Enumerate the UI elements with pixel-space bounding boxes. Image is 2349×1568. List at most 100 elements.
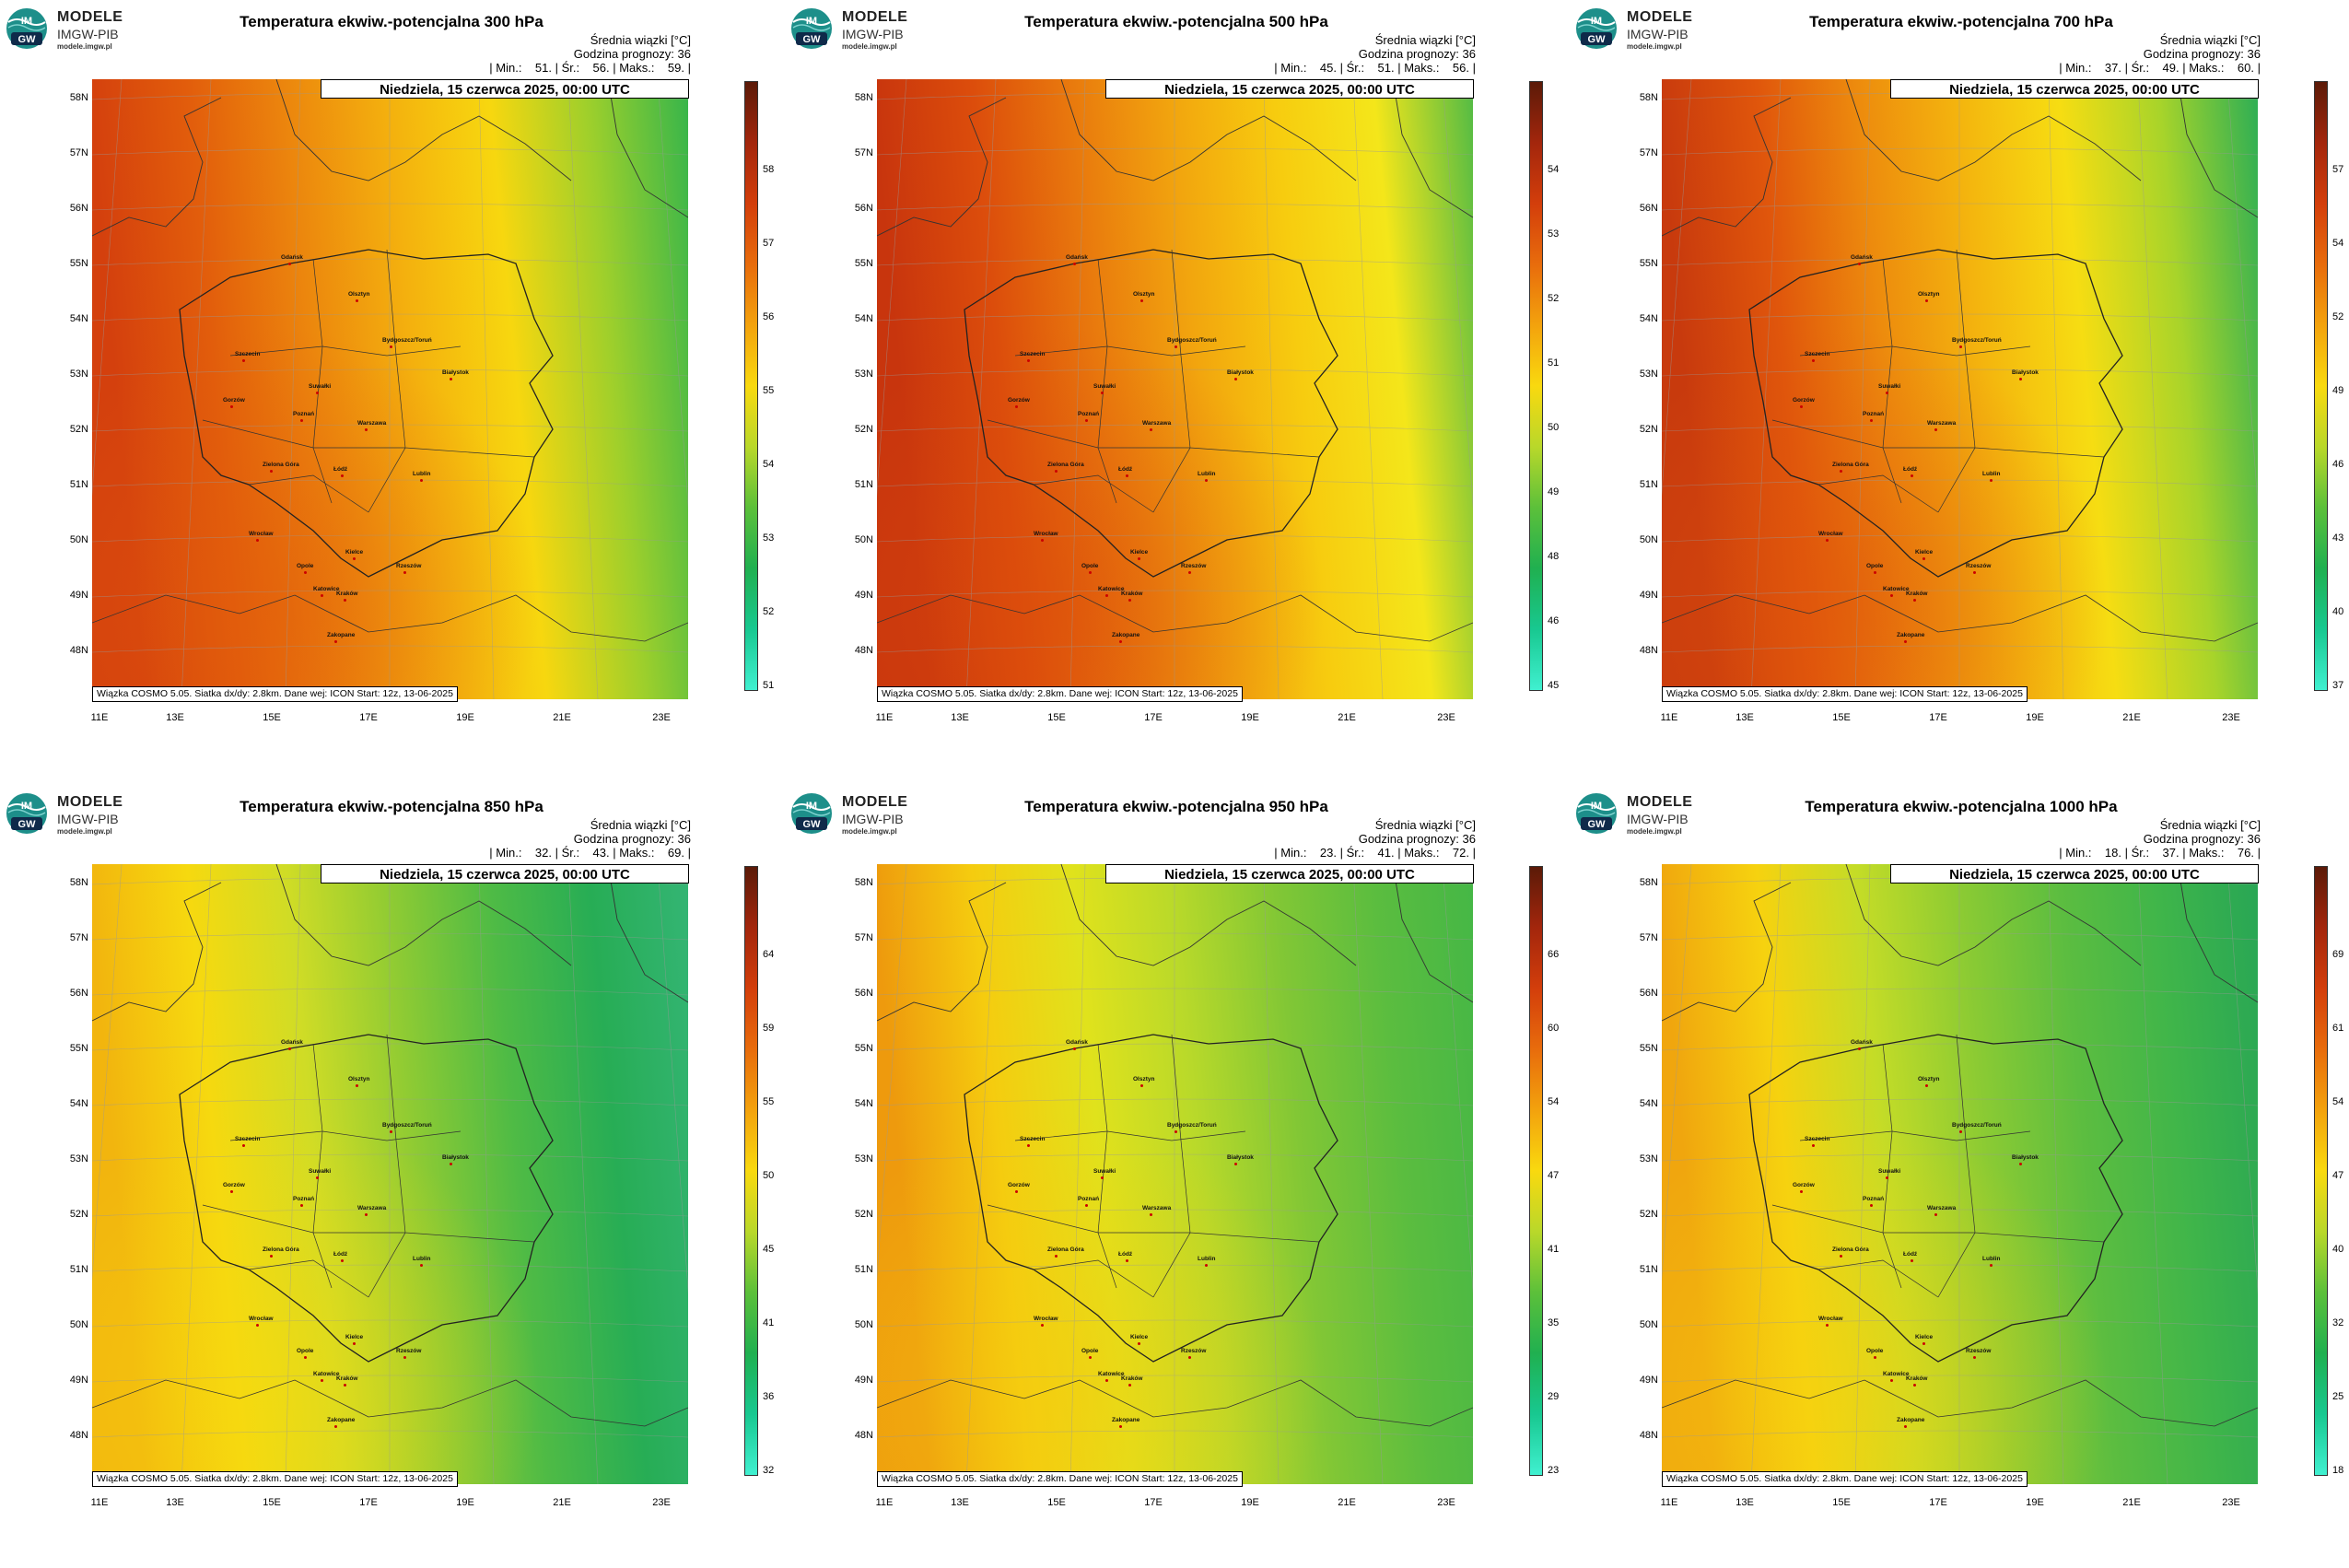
imgw-logo[interactable]: IM GW MODELE IMGW-PIB modele.imgw.pl	[790, 792, 929, 838]
city-marker	[1073, 263, 1076, 265]
lat-label: 52N	[1639, 424, 1658, 435]
units-label: Średnia wiązki [°C]	[590, 33, 691, 47]
lat-label: 51N	[854, 479, 873, 490]
lon-label: 19E	[1241, 1497, 1259, 1508]
city-marker	[270, 1255, 273, 1258]
panel-title: Temperatura ekwiw.-potencjalna 1000 hPa	[1805, 798, 2118, 815]
svg-text:GW: GW	[1588, 819, 1607, 830]
city-marker	[1055, 470, 1058, 473]
logo-url[interactable]: modele.imgw.pl	[842, 42, 897, 51]
city-marker	[1925, 1084, 1928, 1087]
lon-label: 15E	[263, 712, 281, 723]
city-marker	[334, 640, 337, 643]
city-label: Łódź	[1903, 466, 1918, 473]
lat-label: 50N	[854, 1319, 873, 1330]
city-marker	[1959, 345, 1962, 348]
city-label: Białystok	[442, 369, 469, 376]
city-label: Suwałki	[1878, 383, 1901, 390]
city-label: Opole	[297, 563, 314, 569]
coastline	[92, 864, 688, 1022]
forecast-hour: Godzina prognozy: 36	[1358, 47, 1476, 61]
lon-label: 15E	[1047, 1497, 1066, 1508]
map-area: Gdańsk Olsztyn Suwałki Białystok Szczecin Byd…	[92, 79, 688, 699]
city-label: Kraków	[1121, 1375, 1143, 1382]
colorbar	[744, 81, 758, 691]
city-label: Warszawa	[357, 420, 387, 427]
imgw-logo[interactable]: IM GW MODELE IMGW-PIB modele.imgw.pl	[6, 792, 144, 838]
city-label: Opole	[1866, 1348, 1884, 1354]
city-label: Zielona Góra	[1047, 1246, 1084, 1253]
city-label: Zakopane	[1897, 1417, 1925, 1423]
city-label: Szczecin	[1805, 1136, 1830, 1142]
colorbar-tick: 53	[763, 532, 775, 544]
city-marker	[1119, 1425, 1122, 1428]
city-label: Kielce	[345, 1334, 364, 1340]
colorbar-tick: 46	[2332, 459, 2344, 470]
city-marker	[1911, 1259, 1913, 1262]
city-label: Rzeszów	[1181, 1348, 1207, 1354]
imgw-badge-icon: IM GW	[6, 793, 47, 834]
city-marker	[1886, 1176, 1888, 1179]
colorbar-tick: 55	[763, 385, 775, 396]
lon-label: 13E	[1735, 1497, 1754, 1508]
city-label: Zakopane	[327, 632, 356, 638]
city-label: Zielona Góra	[1047, 462, 1084, 468]
logo-subtitle: IMGW-PIB	[57, 812, 119, 826]
city-marker	[300, 1204, 303, 1207]
city-marker	[1140, 1084, 1143, 1087]
logo-url[interactable]: modele.imgw.pl	[842, 827, 897, 836]
city-marker	[242, 359, 245, 362]
imgw-logo[interactable]: IM GW MODELE IMGW-PIB modele.imgw.pl	[6, 7, 144, 53]
logo-subtitle: IMGW-PIB	[1627, 27, 1689, 41]
lon-label: 23E	[2222, 712, 2240, 723]
valid-date: Niedziela, 15 czerwca 2025, 00:00 UTC	[1890, 79, 2259, 99]
city-marker	[1073, 1047, 1076, 1050]
colorbar-tick: 54	[2332, 238, 2344, 249]
svg-text:IM: IM	[1591, 801, 1602, 812]
city-marker	[1858, 1047, 1861, 1050]
logo-url[interactable]: modele.imgw.pl	[57, 827, 112, 836]
city-label: Lublin	[1982, 1256, 2001, 1262]
lat-label: 57N	[854, 932, 873, 943]
logo-url[interactable]: modele.imgw.pl	[1627, 827, 1682, 836]
lat-label: 54N	[854, 313, 873, 324]
city-marker	[450, 378, 452, 380]
lat-label: 54N	[1639, 1098, 1658, 1109]
imgw-logo[interactable]: IM GW MODELE IMGW-PIB modele.imgw.pl	[1575, 792, 1713, 838]
colorbar-tick: 41	[1548, 1244, 1560, 1255]
colorbar	[744, 866, 758, 1476]
svg-text:GW: GW	[803, 34, 822, 45]
city-label: Warszawa	[1927, 420, 1957, 427]
city-label: Białystok	[442, 1154, 469, 1161]
colorbar-tick: 52	[1548, 293, 1560, 304]
lat-label: 58N	[854, 92, 873, 103]
city-marker	[1105, 1379, 1108, 1382]
city-marker	[1890, 594, 1893, 597]
colorbar-tick: 32	[2332, 1317, 2344, 1328]
svg-text:IM: IM	[21, 16, 32, 27]
city-label: Olsztyn	[1918, 291, 1940, 298]
city-marker	[230, 405, 233, 408]
city-label: Kraków	[336, 591, 358, 597]
city-marker	[1904, 1425, 1907, 1428]
map-panel-1: IM GW MODELE IMGW-PIB modele.imgw.pl Tem…	[0, 0, 783, 783]
lat-label: 56N	[854, 203, 873, 214]
colorbar-tick: 53	[1548, 228, 1560, 240]
lat-label: 56N	[854, 988, 873, 999]
city-label: Katowice	[1098, 1371, 1125, 1377]
colorbar-tick: 57	[2332, 164, 2344, 175]
imgw-logo[interactable]: IM GW MODELE IMGW-PIB modele.imgw.pl	[790, 7, 929, 53]
imgw-logo[interactable]: IM GW MODELE IMGW-PIB modele.imgw.pl	[1575, 7, 1713, 53]
city-marker	[1188, 1356, 1191, 1359]
city-label: Gorzów	[1793, 1182, 1815, 1188]
city-marker	[1858, 263, 1861, 265]
lat-label: 58N	[1639, 877, 1658, 888]
city-label: Suwałki	[1093, 383, 1116, 390]
panel-title: Temperatura ekwiw.-potencjalna 500 hPa	[1024, 13, 1328, 30]
colorbar-tick: 45	[763, 1244, 775, 1255]
lat-label: 49N	[69, 1375, 88, 1386]
logo-url[interactable]: modele.imgw.pl	[57, 42, 112, 51]
city-label: Kielce	[1130, 549, 1149, 556]
lon-label: 23E	[1437, 1497, 1455, 1508]
logo-url[interactable]: modele.imgw.pl	[1627, 42, 1682, 51]
